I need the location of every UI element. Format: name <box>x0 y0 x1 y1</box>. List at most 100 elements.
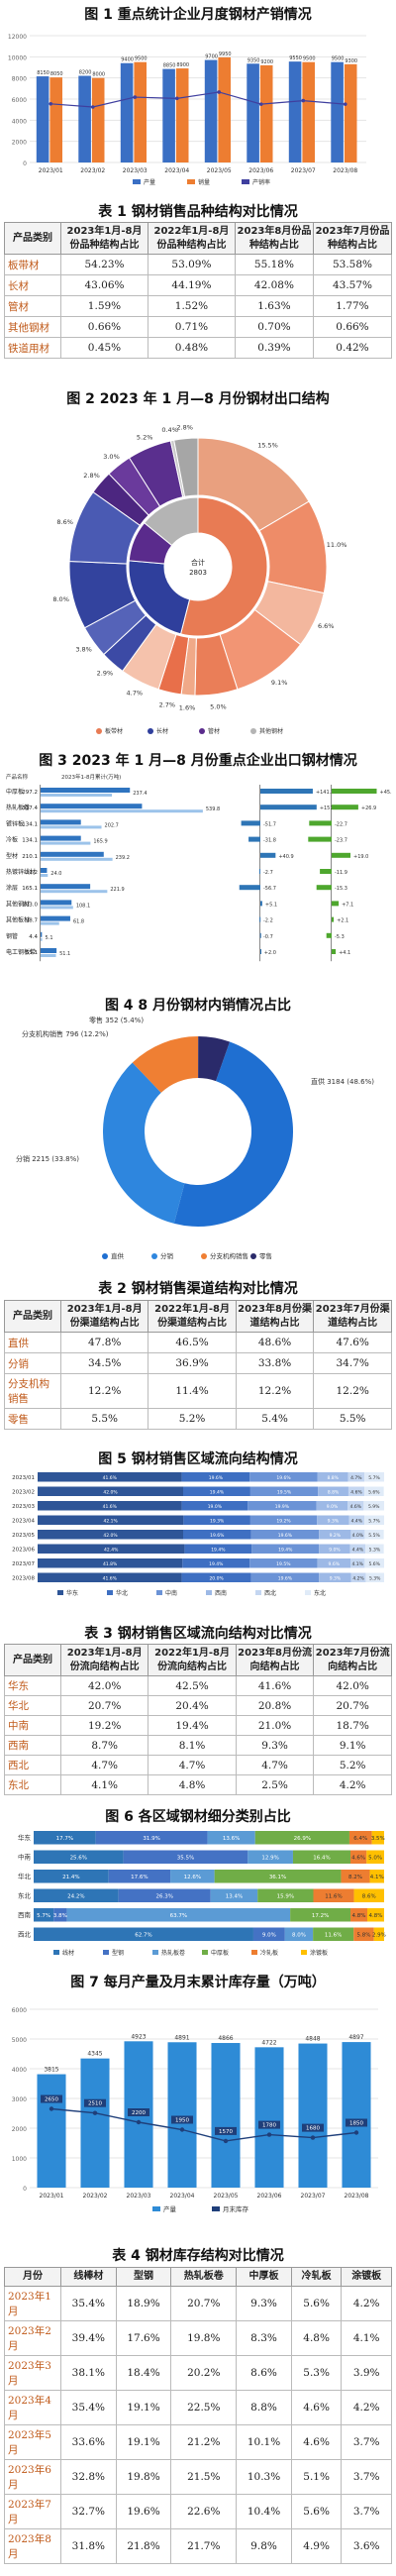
bar-value-label: 9500 <box>303 56 316 62</box>
fig5-chart: 2023/01 41.6% 19.6% 19.6% 8.8% 4.7% 5.7% 2023/0… <box>12 1472 384 1597</box>
stack-segment <box>349 1544 366 1554</box>
bar-current <box>41 788 131 793</box>
x-tick-label: 2023/07 <box>291 167 316 174</box>
bar-value-label: 3815 <box>44 2067 58 2074</box>
stack-segment <box>369 1870 384 1883</box>
table-cell: 19.1% <box>115 2389 172 2425</box>
table-cell: 34.5% <box>59 1352 149 1374</box>
table-cell: 19.8% <box>115 2458 172 2495</box>
table-cell: 分支机构销售 <box>4 1373 61 1409</box>
stack-segment <box>317 1472 348 1482</box>
legend-label: 管材 <box>208 727 220 735</box>
stack-segment <box>248 1850 293 1864</box>
legend-label: 热轧板卷 <box>161 1949 185 1957</box>
x-tick-label: 2023/06 <box>257 2193 282 2200</box>
table-cell: 32.8% <box>60 2458 117 2495</box>
category-label: 电工钢板带 <box>6 948 36 956</box>
legend-label: 板带材 <box>105 727 123 735</box>
x-tick-label: 2023/03 <box>123 167 148 174</box>
category-label: 2023/07 <box>12 1561 35 1567</box>
table-row: 西南 8.7% 8.1% 9.3% 9.1% <box>4 1735 392 1756</box>
fig4-title: 图 4 8 月份钢材内销情况占比 <box>104 998 292 1014</box>
segment-value-label: 19.6% <box>209 1475 224 1481</box>
value-label: +45.5 <box>380 790 393 796</box>
segment-value-label: 19.2% <box>276 1518 291 1524</box>
value-label: -2.7 <box>263 870 273 876</box>
table-cell: 华北 <box>4 1695 61 1716</box>
stack-segment <box>183 1486 250 1496</box>
table-header-cell: 2022年1月-8月份品种结构占比 <box>147 222 236 255</box>
segment-value-label: 12.6% <box>184 1875 201 1880</box>
segment-label: 5.0% <box>210 703 227 711</box>
bar-previous <box>41 937 43 941</box>
bar-value-label: 9200 <box>260 59 273 65</box>
bar-growth <box>332 916 335 922</box>
table-row: 铁道用材 0.45% 0.48% 0.39% 0.42% <box>4 337 393 359</box>
table-cell: 4.8% <box>290 2319 343 2356</box>
table-cell: 10.4% <box>236 2493 292 2529</box>
bar-current <box>41 851 104 857</box>
bar-production <box>288 61 302 163</box>
bar-increment <box>260 852 276 858</box>
table-header-row: 产品类别 2023年1月-8月份渠道结构占比 2022年1月-8月份渠道结构占比 20… <box>4 1300 392 1333</box>
table-header-cell: 产品类别 <box>4 1300 61 1333</box>
bar-value-label: 4848 <box>305 2036 320 2043</box>
segment-label: 3.0% <box>103 453 120 461</box>
segment-value-label: 19.4% <box>210 1489 225 1495</box>
stack-segment <box>313 1927 354 1941</box>
inventory-label-box <box>84 2098 106 2107</box>
segment-value-label: 5.9% <box>368 1504 380 1510</box>
table-cell: 10.3% <box>236 2458 292 2495</box>
value-label: +26.9 <box>361 805 376 811</box>
segment-value-label: 8.8% <box>328 1489 340 1495</box>
table-cell: 20.7% <box>59 1695 149 1716</box>
table-header-row: 产品类别 2023年1月-8月份品种结构占比 2022年1月-8月份品种结构占比 20… <box>4 222 393 255</box>
bar-growth <box>332 901 340 907</box>
stack-segment <box>66 1908 291 1922</box>
stack-segment <box>364 1472 384 1482</box>
table-cell: 4.2% <box>341 2285 392 2321</box>
table-cell: 其他钢材 <box>4 316 61 338</box>
table-cell: 2023年7月 <box>4 2493 61 2529</box>
legend-label: 销量 <box>198 178 210 186</box>
stack-segment <box>251 1544 320 1554</box>
value-label: -11.9 <box>335 870 347 876</box>
legend-label: 冷轧板 <box>260 1949 278 1957</box>
segment-value-label: 35.5% <box>177 1855 194 1861</box>
table-cell: 铁道用材 <box>4 337 61 359</box>
stack-segment <box>290 1908 351 1922</box>
segment-value-label: 5.7% <box>368 1475 380 1481</box>
segment-label: 2.8% <box>176 424 193 432</box>
segment-value-label: 19.6% <box>276 1475 291 1481</box>
table-cell: 36.9% <box>148 1352 237 1374</box>
stack-segment <box>38 1544 185 1554</box>
bar-previous <box>41 890 108 894</box>
table-cell: 32.7% <box>60 2493 117 2529</box>
table-cell: 42.08% <box>234 274 314 296</box>
inventory-value-label: 1570 <box>219 2129 233 2135</box>
segment-label: 4.7% <box>127 690 144 698</box>
y-tick-label: 5000 <box>12 2037 27 2044</box>
segment-value-label: 3.5% <box>371 1836 385 1842</box>
stack-segment <box>210 1888 258 1902</box>
table-cell: 0.45% <box>60 337 148 359</box>
value-label: +5.1 <box>265 902 277 908</box>
table-cell: 2023年4月 <box>4 2389 61 2425</box>
legend-swatch <box>103 1950 109 1955</box>
table-header-cell: 产品类别 <box>4 222 61 255</box>
stack-segment <box>371 1831 384 1845</box>
value-label: 297.2 <box>22 790 38 796</box>
stack-segment <box>34 1850 124 1864</box>
table-cell: 2023年5月 <box>4 2423 61 2460</box>
value-label: 134.1 <box>22 821 38 827</box>
table-cell: 33.8% <box>235 1352 315 1374</box>
segment-value-label: 4.2% <box>352 1575 364 1581</box>
legend-swatch <box>152 2206 160 2211</box>
y-tick-label: 12000 <box>8 34 27 41</box>
legend-swatch <box>250 1253 256 1259</box>
stack-segment <box>34 1870 109 1883</box>
segment-label: 8.6% <box>56 518 73 526</box>
bar-production <box>36 76 50 162</box>
table-row: 西北 4.7% 4.7% 4.7% 5.2% <box>4 1755 392 1775</box>
table3-title: 表 3 钢材销售区域流向结构对比情况 <box>84 1626 312 1642</box>
